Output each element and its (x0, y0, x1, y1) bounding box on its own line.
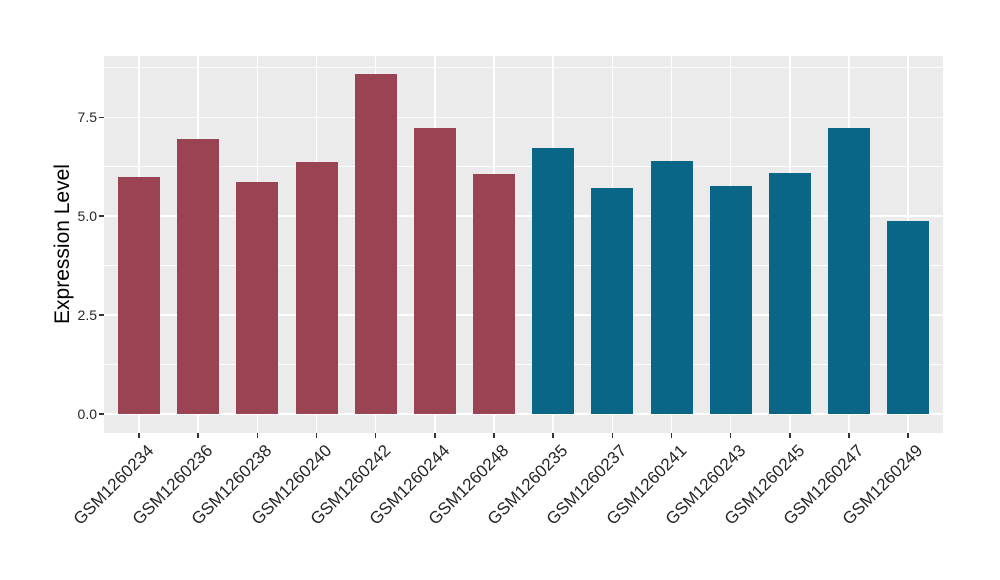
bar-GSM1260236 (177, 139, 220, 414)
x-tick-mark (434, 433, 436, 438)
bar-GSM1260249 (887, 221, 930, 414)
plot-panel (104, 56, 943, 433)
bar-GSM1260241 (650, 160, 693, 414)
gridline-minor-horizontal (104, 67, 943, 69)
x-tick-mark (729, 433, 732, 438)
gridline-major-horizontal (104, 314, 943, 316)
x-tick-mark (493, 433, 495, 438)
x-tick-mark (256, 433, 259, 438)
x-tick-mark (315, 433, 318, 438)
gridline-minor-horizontal (104, 265, 943, 267)
x-tick-mark (552, 433, 554, 438)
gridline-minor-horizontal (104, 166, 943, 168)
x-tick-mark (789, 433, 791, 438)
y-tick-mark (99, 413, 104, 415)
y-tick-mark (99, 116, 104, 119)
x-tick-mark (197, 433, 199, 438)
gridline-major-horizontal (104, 413, 943, 415)
bar-GSM1260247 (828, 127, 871, 414)
bar-GSM1260235 (532, 148, 575, 414)
bar-GSM1260244 (413, 127, 456, 414)
bar-GSM1260238 (236, 181, 279, 414)
x-tick-mark (138, 433, 140, 438)
gridline-minor-horizontal (104, 364, 943, 366)
x-tick-mark (907, 433, 909, 438)
y-tick-mark (99, 314, 104, 316)
gridline-major-horizontal (104, 215, 943, 217)
bar-GSM1260248 (473, 173, 516, 414)
y-tick-mark (99, 215, 104, 217)
bar-GSM1260240 (295, 162, 338, 414)
bar-GSM1260243 (709, 186, 752, 414)
y-tick-label: 7.5 (77, 109, 97, 126)
x-tick-mark (670, 433, 673, 438)
bar-GSM1260237 (591, 187, 634, 414)
y-tick-label: 0.0 (77, 406, 97, 422)
gridline-major-horizontal (104, 116, 943, 119)
x-tick-mark (374, 433, 377, 438)
bar-GSM1260242 (354, 73, 397, 414)
bar-GSM1260234 (118, 176, 160, 414)
y-axis-title: Expression Level (51, 164, 74, 324)
y-tick-label: 2.5 (77, 307, 97, 324)
bar-GSM1260245 (768, 172, 811, 414)
y-tick-label: 5.0 (77, 208, 97, 225)
x-tick-mark (611, 433, 614, 438)
x-tick-mark (848, 433, 850, 438)
